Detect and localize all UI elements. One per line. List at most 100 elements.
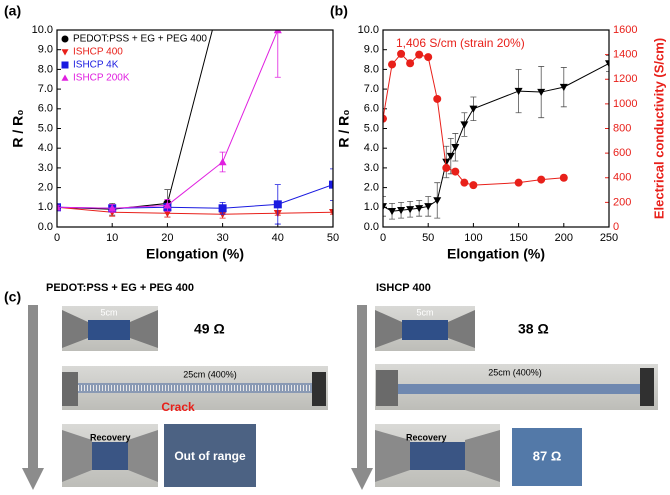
legend-label: ISHCP 200K: [73, 73, 130, 84]
photo: 25cm (400%): [375, 364, 658, 410]
panel-label: (a): [4, 3, 21, 19]
y2-tick-label: 1000: [613, 98, 637, 110]
marker: [451, 167, 460, 176]
x-axis-label: Elongation (%): [146, 246, 244, 262]
marker: [460, 178, 469, 187]
recovery-label: Recovery: [406, 432, 447, 442]
legend-label: ISHCP 400: [73, 47, 123, 58]
marker: [218, 157, 227, 166]
y2-axis-label: Electrical conductivity (S/cm): [651, 38, 666, 219]
y-tick-label: 8.0: [364, 63, 379, 75]
marker: [329, 209, 333, 217]
y2-tick-label: 0: [613, 221, 619, 233]
y-tick-label: 5.0: [38, 122, 53, 134]
y-tick-label: 9.0: [364, 44, 379, 56]
y-tick-label: 6.0: [38, 103, 53, 115]
marker: [469, 181, 478, 190]
resistance: 38 Ω: [518, 321, 549, 337]
legend-label: PEDOT:PSS + EG + PEG 400: [73, 34, 207, 45]
marker: [388, 208, 397, 216]
plot-area: [57, 30, 333, 225]
legend-label: ISHCP 4K: [73, 60, 119, 71]
marker: [329, 180, 333, 189]
y-tick-label: 7.0: [38, 83, 53, 95]
marker: [446, 152, 455, 161]
x-tick-label: 20: [161, 232, 173, 244]
marker: [273, 30, 282, 34]
length-label: 5cm: [100, 307, 117, 317]
y-tick-label: 6.0: [364, 103, 379, 115]
marker: [57, 203, 61, 211]
y-tick-label: 9.0: [38, 44, 53, 56]
column-title: PEDOT:PSS + EG + PEG 400: [46, 282, 194, 294]
series-line: [383, 63, 609, 212]
marker: [218, 204, 227, 213]
marker: [108, 204, 117, 212]
photo: Recovery Out of range: [62, 424, 256, 487]
y-tick-label: 7.0: [364, 83, 379, 95]
x-axis-label: Elongation (%): [447, 246, 545, 262]
y-tick-label: 0.0: [38, 221, 53, 233]
panel-label: (c): [4, 289, 21, 305]
x-tick-label: 0: [54, 232, 60, 244]
x-tick-label: 250: [600, 232, 618, 244]
legend-marker: [61, 74, 69, 81]
y-tick-label: 1.0: [38, 201, 53, 213]
x-tick-label: 50: [327, 232, 339, 244]
marker: [424, 53, 433, 62]
length-label: 5cm: [416, 307, 433, 317]
marker: [460, 121, 469, 129]
photo: Recovery 87 Ω: [375, 424, 582, 487]
marker: [537, 175, 546, 184]
x-tick-label: 40: [272, 232, 284, 244]
plot-frame: [56, 29, 334, 228]
y-tick-label: 4.0: [364, 142, 379, 154]
legend-marker: [61, 35, 69, 43]
y-tick-label: 0.0: [364, 221, 379, 233]
marker: [163, 210, 172, 218]
error-bar: [383, 196, 386, 217]
marker: [559, 173, 568, 182]
recovery-label: Recovery: [90, 432, 131, 442]
y2-tick-label: 200: [613, 196, 631, 208]
plot-area: [383, 49, 609, 220]
error-bar: [330, 168, 333, 201]
marker: [383, 203, 387, 211]
y2-tick-label: 800: [613, 122, 631, 134]
column-title: ISHCP 400: [376, 282, 431, 294]
resistance: Out of range: [174, 449, 246, 463]
resistance: 87 Ω: [533, 448, 562, 463]
y-tick-label: 1.0: [364, 201, 379, 213]
photo: 5cm: [62, 306, 158, 351]
y-tick-label: 3.0: [364, 162, 379, 174]
marker: [559, 83, 568, 92]
y-tick-label: 2.0: [38, 182, 53, 194]
marker: [469, 105, 478, 113]
marker: [397, 207, 406, 215]
error-bar: [606, 55, 609, 72]
photo: 25cm (400%): [62, 366, 328, 410]
arrow-shaft: [28, 305, 38, 470]
annotation: Crack: [161, 400, 195, 414]
y2-tick-label: 1200: [613, 73, 637, 85]
length-label: 25cm (400%): [488, 367, 542, 377]
x-tick-label: 30: [216, 232, 228, 244]
marker: [605, 60, 609, 68]
length-label: 25cm (400%): [183, 369, 237, 379]
marker: [442, 158, 451, 166]
marker: [388, 60, 397, 69]
y-tick-label: 4.0: [38, 142, 53, 154]
x-tick-label: 0: [380, 232, 386, 244]
plot-frame: [382, 29, 610, 228]
marker: [406, 59, 415, 68]
arrows: [22, 305, 373, 490]
x-tick-label: 100: [464, 232, 482, 244]
error-bar: [274, 30, 281, 78]
arrow-head: [351, 468, 373, 490]
marker: [514, 87, 523, 96]
y-axis-label: R / R₀: [336, 109, 352, 147]
y-tick-label: 2.0: [364, 182, 379, 194]
y2-tick-label: 1400: [613, 49, 637, 61]
y-tick-label: 3.0: [38, 162, 53, 174]
